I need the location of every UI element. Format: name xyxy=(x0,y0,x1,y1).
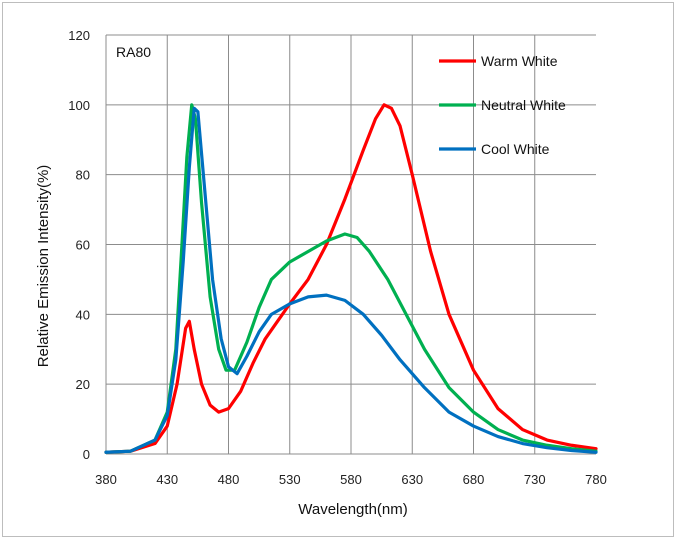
series-line-0 xyxy=(104,103,598,454)
x-tick-label-8: 780 xyxy=(585,472,607,487)
x-tick-label-2: 480 xyxy=(218,472,240,487)
annotation-label: RA80 xyxy=(116,44,151,60)
y-tick-label-3: 60 xyxy=(76,238,90,253)
series-line-2 xyxy=(104,106,598,454)
legend-label-2: Cool White xyxy=(481,141,550,157)
x-tick-label-7: 730 xyxy=(524,472,546,487)
legend: Warm White Neutral White Cool White xyxy=(439,53,566,157)
chart-svg: 0 20 40 60 80 100 120 380 430 480 530 580 630 680 730… xyxy=(35,28,607,518)
x-tick-label-4: 580 xyxy=(340,472,362,487)
x-tick-label-5: 630 xyxy=(401,472,423,487)
y-axis-title: Relative Emission Intensity(%) xyxy=(35,165,52,368)
x-tick-label-3: 530 xyxy=(279,472,301,487)
y-tick-label-0: 0 xyxy=(83,447,90,462)
x-axis-title: Wavelength(nm) xyxy=(298,501,407,518)
y-tick-label-5: 100 xyxy=(68,98,90,113)
legend-label-1: Neutral White xyxy=(481,97,566,113)
x-tick-label-6: 680 xyxy=(463,472,485,487)
x-tick-label-1: 430 xyxy=(156,472,178,487)
y-tick-labels: 0 20 40 60 80 100 120 xyxy=(68,28,90,462)
y-tick-label-2: 40 xyxy=(76,307,90,322)
series-line-1 xyxy=(104,103,598,454)
legend-label-0: Warm White xyxy=(481,53,558,69)
plot-border xyxy=(105,35,596,455)
x-tick-label-0: 380 xyxy=(95,472,117,487)
y-tick-label-6: 120 xyxy=(68,28,90,43)
y-tick-label-1: 20 xyxy=(76,377,90,392)
y-tick-label-4: 80 xyxy=(76,168,90,183)
series-lines xyxy=(104,103,598,454)
x-tick-labels: 380 430 480 530 580 630 680 730 780 xyxy=(95,472,607,487)
